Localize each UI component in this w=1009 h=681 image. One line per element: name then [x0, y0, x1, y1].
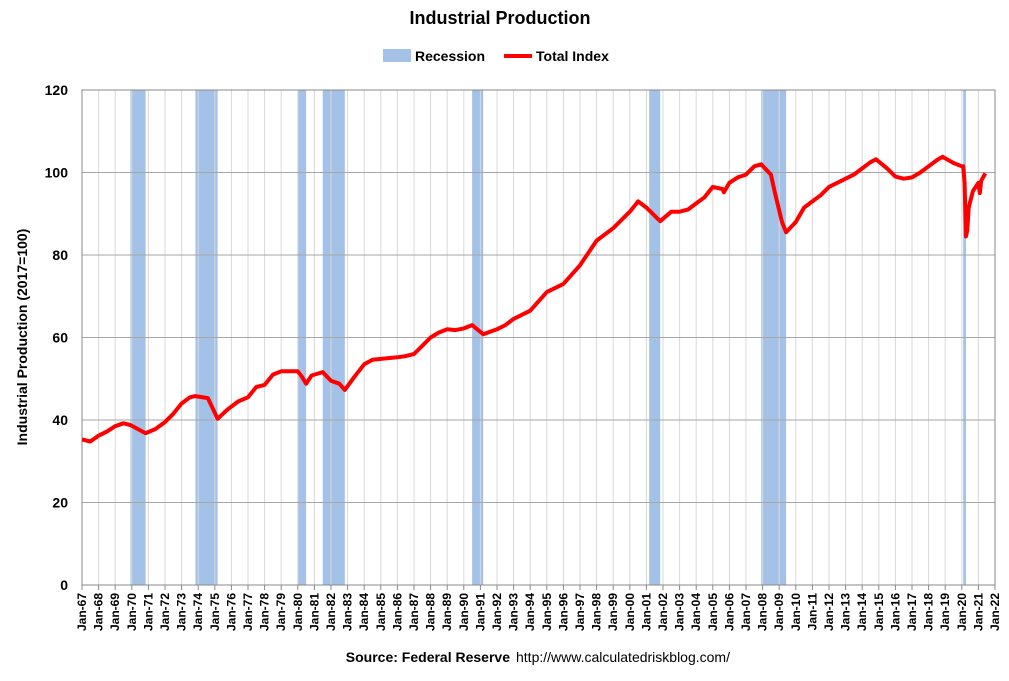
x-tick-label: Jan-16 [888, 593, 902, 631]
x-tick-label: Jan-10 [789, 593, 803, 631]
y-tick-label: 40 [52, 412, 68, 428]
x-tick-label: Jan-82 [324, 593, 338, 631]
x-tick-label: Jan-78 [258, 593, 272, 631]
chart-title: Industrial Production [409, 8, 590, 28]
x-tick-label: Jan-81 [307, 593, 321, 631]
x-tick-label: Jan-11 [805, 593, 819, 631]
x-tick-label: Jan-90 [457, 593, 471, 631]
y-tick-label: 80 [52, 247, 68, 263]
x-tick-label: Jan-09 [772, 593, 786, 631]
x-tick-label: Jan-97 [573, 593, 587, 631]
x-tick-label: Jan-69 [108, 593, 122, 631]
x-tick-label: Jan-98 [590, 593, 604, 631]
x-tick-label: Jan-72 [158, 593, 172, 631]
x-tick-label: Jan-95 [540, 593, 554, 631]
x-tick-label: Jan-06 [722, 593, 736, 631]
x-tick-label: Jan-08 [756, 593, 770, 631]
x-tick-label: Jan-94 [523, 593, 537, 631]
x-tick-label: Jan-75 [208, 593, 222, 631]
x-tick-label: Jan-19 [938, 593, 952, 631]
x-tick-label: Jan-22 [988, 593, 1002, 631]
x-tick-label: Jan-77 [241, 593, 255, 631]
x-tick-label: Jan-13 [839, 593, 853, 631]
legend-label: Recession [415, 48, 485, 64]
x-tick-label: Jan-03 [673, 593, 687, 631]
x-tick-label: Jan-01 [639, 593, 653, 631]
x-tick-label: Jan-70 [125, 593, 139, 631]
x-tick-label: Jan-05 [706, 593, 720, 631]
x-tick-label: Jan-00 [623, 593, 637, 631]
line [81, 154, 988, 444]
x-tick-label: Jan-74 [191, 593, 205, 631]
x-tick-label: Jan-02 [656, 593, 670, 631]
x-tick-label: Jan-18 [922, 593, 936, 631]
y-tick-label: 60 [52, 330, 68, 346]
x-tick-label: Jan-07 [739, 593, 753, 631]
plot-frame [81, 89, 996, 586]
x-tick-label: Jan-91 [473, 593, 487, 631]
x-tick-label: Jan-14 [855, 593, 869, 631]
x-tick-label: Jan-84 [357, 593, 371, 631]
x-tick-label: Jan-83 [341, 593, 355, 631]
x-tick-label: Jan-88 [424, 593, 438, 631]
x-tick-label: Jan-99 [606, 593, 620, 631]
x-tick-label: Jan-12 [822, 593, 836, 631]
x-tick-label: Jan-80 [291, 593, 305, 631]
x-tick-label: Jan-89 [440, 593, 454, 631]
x-tick-label: Jan-68 [92, 593, 106, 631]
x-tick-label: Jan-20 [955, 593, 969, 631]
x-tick-label: Jan-15 [872, 593, 886, 631]
source: Source: Federal Reserve [346, 649, 510, 665]
x-tick-label: Jan-71 [141, 593, 155, 631]
x-tick-label: Jan-73 [175, 593, 189, 631]
y-axis-label: Industrial Production (2017=100) [14, 229, 30, 446]
x-tick-label: Jan-85 [374, 593, 388, 631]
x-tick-label: Jan-93 [507, 593, 521, 631]
x-tick-label: Jan-79 [274, 593, 288, 631]
y-tick-label: 20 [52, 495, 68, 511]
x-tick-label: Jan-92 [490, 593, 504, 631]
x-tick-label: Jan-86 [390, 593, 404, 631]
x-tick-label: Jan-76 [224, 593, 238, 631]
source-url: http://www.calculatedriskblog.com/ [516, 649, 730, 665]
legend-swatch [383, 49, 411, 62]
x-tick-label: Jan-67 [75, 593, 89, 631]
legend-label: Total Index [536, 48, 609, 64]
y-tick-label: 0 [60, 577, 68, 593]
x-tick-label: Jan-87 [407, 593, 421, 631]
y-tick-label: 120 [45, 82, 69, 98]
x-tick-label: Jan-21 [971, 593, 985, 631]
x-tick-label: Jan-04 [689, 593, 703, 631]
y-tick-label: 100 [45, 165, 69, 181]
x-tick-label: Jan-17 [905, 593, 919, 631]
x-tick-label: Jan-96 [556, 593, 570, 631]
